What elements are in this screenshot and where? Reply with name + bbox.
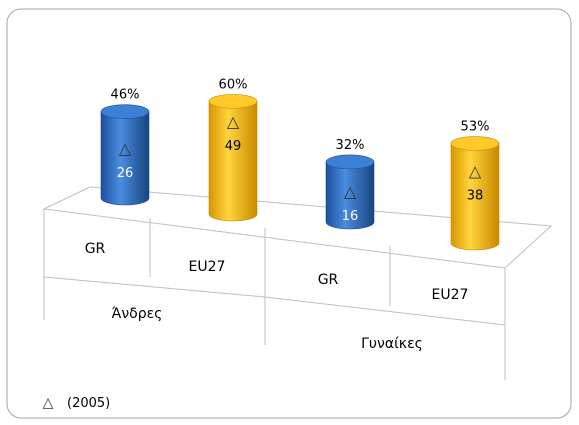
table-line-group-right [264, 296, 506, 326]
bar-4-value-label: 53% [461, 120, 490, 135]
bar-3-inner-label: 16 [342, 209, 359, 224]
category-label-1: GR [85, 241, 106, 257]
bar-3-marker-2005-icon: △ [344, 182, 357, 201]
category-label-4: EU27 [432, 287, 469, 303]
category-label-2: EU27 [189, 259, 226, 275]
chart-floor [42, 186, 553, 269]
bar-2-marker-2005-icon: △ [227, 112, 240, 131]
group-label-2: Γυναίκες [361, 336, 423, 352]
group-label-1: Άνδρες [112, 306, 163, 322]
bar-3-top [325, 154, 375, 170]
bars-layer: 46% △ 26 60% △ 49 32% △ 16 53% △ 38 [100, 77, 500, 251]
bar-4-top [450, 136, 500, 151]
legend-triangle-icon: △ [43, 395, 54, 411]
bar-2-value-label: 60% [219, 77, 248, 92]
bar-4-inner-label: 38 [467, 189, 484, 204]
bar-1-body [100, 111, 150, 206]
bar-2-body [208, 101, 258, 222]
bar-3-value-label: 32% [336, 138, 365, 153]
bar-4-marker-2005-icon: △ [469, 162, 482, 181]
table-line-group-left [43, 276, 266, 298]
bar-3-body [325, 161, 375, 230]
category-label-3: GR [318, 272, 339, 288]
bar-1-value-label: 46% [111, 88, 140, 103]
bar-1-marker-2005-icon: △ [119, 139, 132, 158]
bar-2-top [208, 94, 258, 109]
bar-1-inner-label: 26 [117, 166, 134, 181]
bar-4-body [450, 143, 500, 251]
bar-1-top [100, 104, 150, 119]
bar-2-inner-label: 49 [225, 139, 242, 154]
legend-label: (2005) [67, 396, 110, 411]
